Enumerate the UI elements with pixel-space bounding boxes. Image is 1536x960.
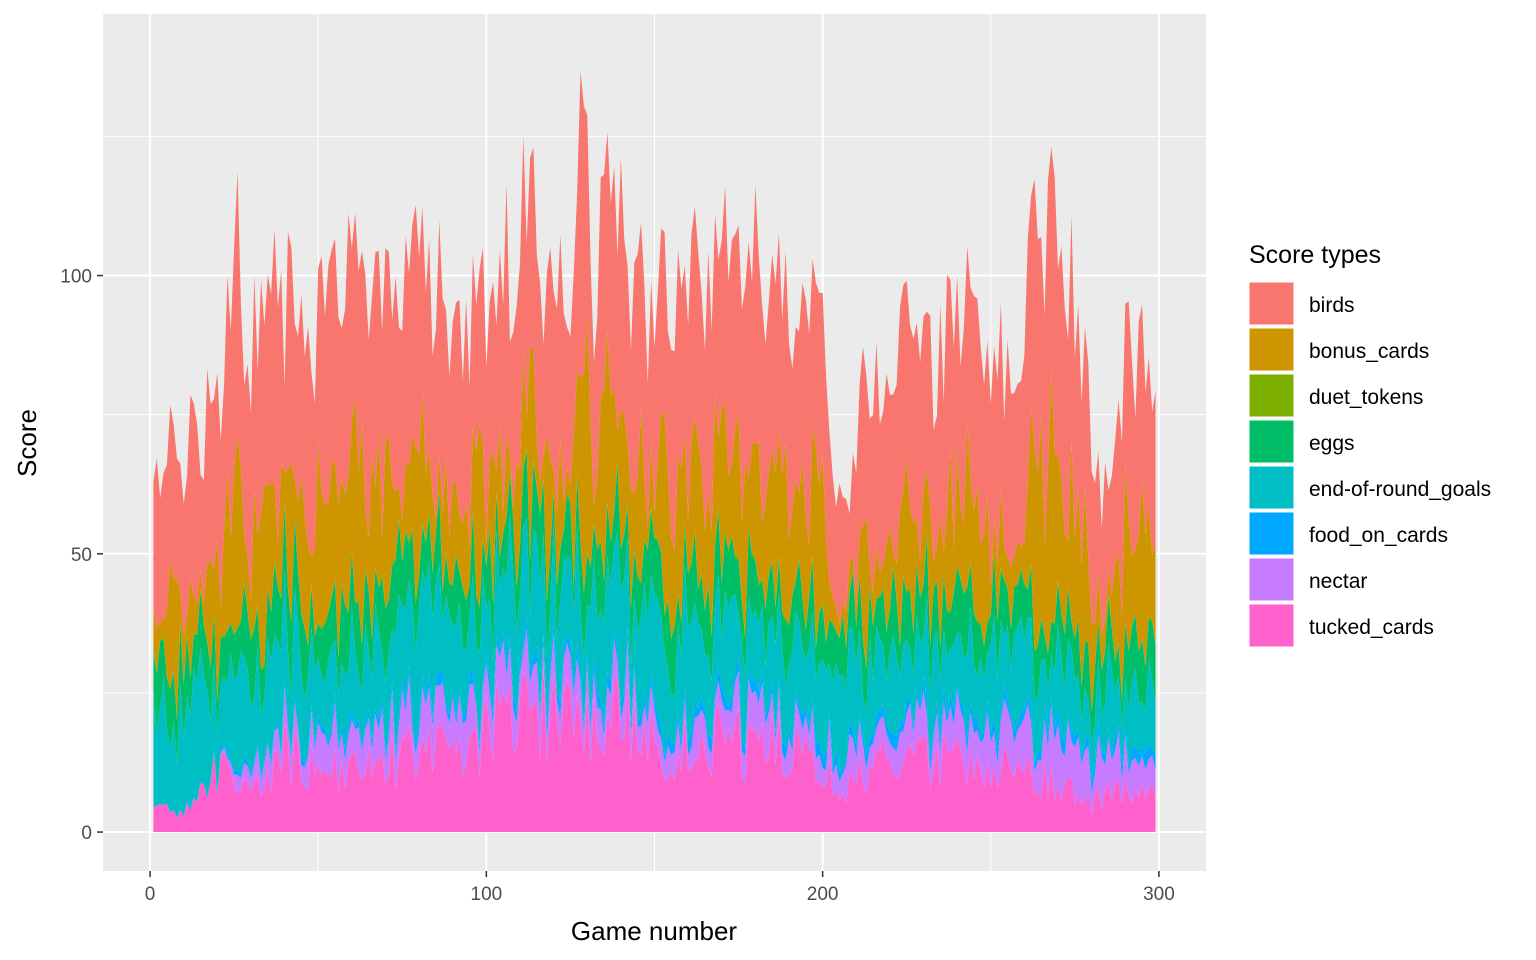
y-tick-label: 50 — [71, 545, 92, 566]
legend-key-end-of-round_goals — [1248, 465, 1295, 510]
x-tick-label: 100 — [471, 884, 503, 905]
legend-label-birds: birds — [1309, 294, 1355, 317]
legend-title: Score types — [1249, 241, 1381, 269]
legend-label-eggs: eggs — [1309, 432, 1355, 455]
y-tick-label: 100 — [60, 267, 92, 288]
y-axis: 0 50 100 — [60, 267, 103, 844]
legend-label-nectar: nectar — [1309, 570, 1367, 593]
y-axis-title: Score — [12, 409, 42, 477]
area-birds — [153, 71, 1156, 637]
area-end-of-round_goals — [153, 513, 1156, 817]
x-tick-label: 0 — [145, 884, 156, 905]
legend-key-eggs — [1248, 419, 1295, 464]
legend: Score types birds bonus_cards duet_tokense… — [1248, 241, 1491, 648]
x-tick-label: 300 — [1143, 884, 1175, 905]
area-bonus_cards — [153, 316, 1156, 719]
legend-label-end-of-round_goals: end-of-round_goals — [1309, 478, 1491, 501]
legend-label-food_on_cards: food_on_cards — [1309, 524, 1448, 547]
x-tick-label: 200 — [807, 884, 839, 905]
legend-key-bonus_cards — [1248, 327, 1295, 372]
y-tick-label: 0 — [81, 823, 92, 844]
legend-key-food_on_cards — [1248, 511, 1295, 556]
legend-key-duet_tokens — [1248, 373, 1295, 418]
x-axis-title: Game number — [571, 916, 738, 946]
area-eggs — [153, 450, 1156, 764]
legend-label-tucked_cards: tucked_cards — [1309, 616, 1434, 639]
area-nectar — [153, 629, 1156, 819]
stacked-areas — [153, 71, 1156, 833]
legend-key-birds — [1248, 281, 1295, 326]
legend-key-tucked_cards — [1248, 603, 1295, 648]
legend-key-nectar — [1248, 557, 1295, 602]
x-axis: 0 100 200 300 — [145, 871, 1175, 905]
legend-label-bonus_cards: bonus_cards — [1309, 340, 1429, 363]
area-tucked_cards — [153, 666, 1156, 833]
legend-label-duet_tokens: duet_tokens — [1309, 386, 1423, 409]
